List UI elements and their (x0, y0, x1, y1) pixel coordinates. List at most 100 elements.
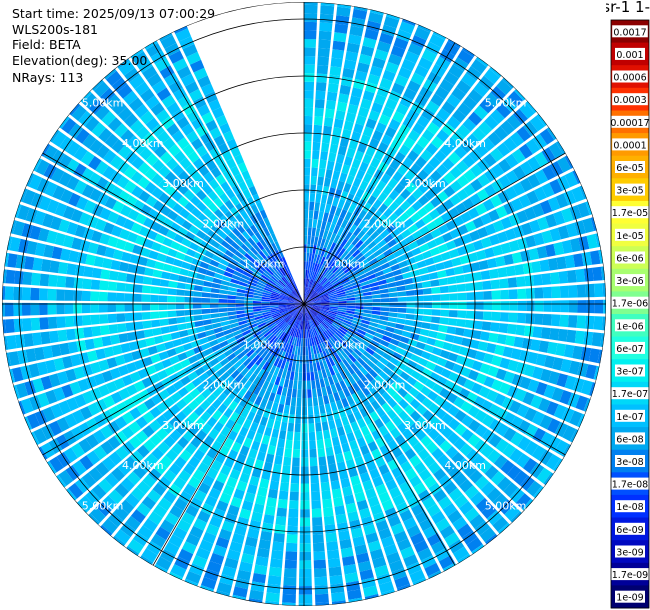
gate-cell (399, 336, 410, 344)
gate-cell (192, 235, 203, 246)
gate-cell (218, 340, 229, 348)
gate-cell (300, 517, 311, 527)
gate-cell (505, 186, 518, 200)
gate-cell (461, 428, 474, 442)
gate-cell (290, 293, 298, 299)
gate-cell (291, 310, 299, 317)
gate-cell (312, 318, 319, 326)
gate-cell (179, 268, 189, 276)
gate-cell (394, 575, 410, 589)
colorbar-tick-label: 1e-08 (616, 502, 643, 513)
gate-cell (483, 301, 493, 310)
gate-cell (212, 254, 222, 263)
gate-cell (294, 431, 301, 441)
gate-cell (312, 525, 324, 535)
gate-cell (298, 337, 302, 347)
gate-cell (254, 432, 263, 443)
gate-cell (332, 40, 346, 51)
gate-cell (39, 273, 50, 287)
gate-cell (281, 342, 287, 351)
gate-cell (367, 240, 377, 250)
gate-cell (306, 320, 309, 330)
gate-cell (274, 376, 281, 386)
gate-cell (271, 337, 279, 346)
gate-cell (397, 387, 408, 398)
gate-cell (428, 208, 440, 220)
gate-cell (341, 442, 351, 453)
gate-cell (236, 453, 247, 464)
gate-cell (308, 431, 316, 441)
gate-cell (513, 470, 528, 486)
gate-cell (283, 343, 289, 352)
gate-cell (550, 272, 560, 285)
gate-cell (233, 488, 245, 500)
gate-cell (196, 383, 207, 394)
gate-cell (130, 450, 144, 464)
gate-cell (321, 369, 328, 379)
gate-cell (498, 174, 512, 189)
gate-cell (371, 220, 382, 231)
gate-cell (471, 382, 483, 395)
gate-cell (269, 302, 279, 304)
gate-cell (255, 345, 264, 354)
gate-cell (131, 156, 145, 170)
gate-cell (193, 489, 207, 502)
gate-cell (143, 329, 154, 338)
gate-cell (459, 479, 474, 493)
gate-cell (196, 201, 207, 213)
gate-cell (340, 261, 348, 270)
gate-cell (279, 267, 286, 276)
gate-cell (275, 446, 284, 457)
gate-cell (526, 190, 539, 205)
gate-cell (215, 433, 227, 445)
gate-cell (285, 285, 292, 293)
gate-cell (202, 314, 211, 320)
gate-cell (330, 178, 338, 189)
gate-cell (423, 475, 437, 489)
gate-cell (163, 469, 177, 483)
gate-cell (193, 449, 205, 461)
colorbar-label-bg (615, 364, 645, 377)
gate-cell (425, 100, 440, 114)
gate-cell (451, 87, 466, 101)
gate-cell (375, 406, 386, 418)
gate-cell (300, 492, 310, 501)
gate-cell (331, 335, 339, 344)
gate-cell (474, 301, 484, 310)
gate-cell (496, 103, 512, 119)
gate-cell (244, 309, 254, 314)
gate-cell (93, 337, 104, 349)
gate-cell (490, 147, 504, 162)
gate-cell (177, 387, 189, 398)
gate-cell (326, 260, 333, 269)
gate-cell (226, 138, 238, 150)
gate-cell (411, 247, 422, 256)
gate-cell (133, 303, 142, 312)
gate-cell (439, 143, 453, 157)
gate-cell (380, 380, 391, 391)
gate-cell (135, 416, 148, 429)
gate-cell (181, 237, 192, 248)
gate-cell (219, 258, 230, 267)
gate-cell (359, 180, 369, 191)
gate-cell (353, 348, 363, 357)
gate-cell (346, 330, 356, 338)
ray (2, 252, 304, 304)
gate-cell (391, 333, 402, 341)
gate-cell (344, 289, 354, 294)
gate-cell (49, 260, 60, 274)
gate-cell (305, 278, 308, 288)
gate-cell (304, 21, 317, 31)
gate-cell (322, 134, 331, 144)
gate-cell (325, 339, 333, 348)
gate-cell (312, 305, 321, 308)
gate-cell (111, 225, 123, 237)
gate-cell (353, 227, 362, 237)
gate-cell (306, 329, 309, 339)
gate-cell (83, 326, 93, 338)
gate-cell (304, 64, 315, 74)
gate-cell (181, 220, 193, 231)
gate-cell (463, 463, 477, 478)
gate-cell (79, 406, 93, 420)
gate-cell (112, 249, 124, 260)
